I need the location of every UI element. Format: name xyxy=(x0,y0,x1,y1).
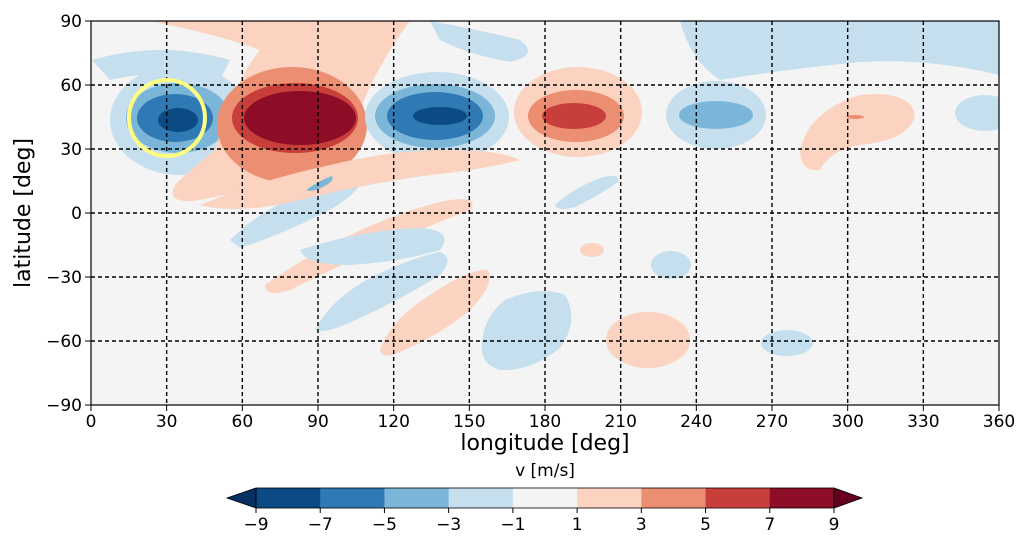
contour-band-neg1 xyxy=(680,21,999,80)
contour-trough2-neg7 xyxy=(413,107,467,125)
x-tick-label: 120 xyxy=(377,412,409,432)
x-tick-label: 270 xyxy=(756,412,788,432)
contour-ridge3-pos3 xyxy=(846,115,864,119)
x-tick-label: 0 xyxy=(86,412,97,432)
colorbar-swatch xyxy=(705,488,771,508)
contour-band-neg1 xyxy=(300,228,445,265)
x-tick-label: 60 xyxy=(232,412,254,432)
y-tick-label: 90 xyxy=(60,12,82,32)
colorbar-tick-label: 7 xyxy=(764,515,775,535)
contour-trough1-neg1 xyxy=(92,50,230,80)
contour-band-neg1 xyxy=(955,95,999,131)
x-axis-ticks: 0 30 60 90 120 150 180 210 240 270 300 330 360 xyxy=(86,405,1015,432)
y-tick-label: 30 xyxy=(60,140,82,160)
highlight-circle xyxy=(127,78,207,158)
colorbar-tick-label: 3 xyxy=(636,515,647,535)
contour-trough-neg3 xyxy=(306,176,333,191)
contour-ridge3-pos1 xyxy=(800,94,915,171)
x-axis-label: longitude [deg] xyxy=(460,431,629,456)
colorbar-tick-label: −7 xyxy=(308,515,333,535)
colorbar-tick-label: −5 xyxy=(372,515,397,535)
grid-lines xyxy=(91,21,999,405)
contour-trough3-neg3 xyxy=(679,101,753,129)
contour-band-neg1 xyxy=(761,330,813,356)
x-tick-label: 240 xyxy=(680,412,712,432)
colorbar-swatch xyxy=(577,488,642,508)
colorbar-tick-label: −3 xyxy=(436,515,461,535)
colorbar-swatch xyxy=(512,488,578,508)
x-tick-label: 360 xyxy=(983,412,1015,432)
colorbar-tick-label: 1 xyxy=(572,515,583,535)
contour-ridge1-pos7 xyxy=(244,91,356,145)
contour-fills xyxy=(92,21,999,371)
colorbar-label: v [m/s] xyxy=(515,461,575,481)
contour-band-neg1 xyxy=(230,183,360,248)
y-tick-label: 0 xyxy=(71,204,82,224)
contour-band-pos1 xyxy=(580,243,604,257)
colorbar-swatch xyxy=(384,488,450,508)
colorbar-over-arrow xyxy=(833,487,864,509)
contour-band-pos1 xyxy=(606,312,690,368)
colorbar-swatch xyxy=(448,488,514,508)
y-tick-label: −30 xyxy=(46,268,82,288)
x-tick-label: 180 xyxy=(529,412,561,432)
colorbar-tick-label: 5 xyxy=(700,515,711,535)
contour-band-neg1 xyxy=(651,251,691,279)
contour-band-neg1 xyxy=(481,291,572,371)
colorbar-frame xyxy=(255,487,835,509)
colorbar-swatch xyxy=(769,488,835,508)
x-tick-label: 330 xyxy=(907,412,939,432)
colorbar-swatch xyxy=(256,488,321,508)
contour-band-neg1 xyxy=(555,175,619,210)
x-tick-label: 210 xyxy=(604,412,636,432)
y-tick-label: −90 xyxy=(46,396,82,416)
contour-ridge2-pos5 xyxy=(542,103,606,129)
contour-band-neg1 xyxy=(430,21,528,62)
colorbar-under-arrow xyxy=(225,487,257,509)
colorbar-tick-label: −1 xyxy=(500,515,525,535)
y-axis-ticks: −90 −60 −30 0 30 60 90 xyxy=(46,12,91,416)
y-tick-label: 60 xyxy=(60,76,82,96)
colorbar-tick-label: 9 xyxy=(829,515,840,535)
contour-band-pos1 xyxy=(200,150,520,209)
x-tick-label: 300 xyxy=(831,412,863,432)
colorbar-swatch xyxy=(320,488,385,508)
y-tick-label: −60 xyxy=(46,332,82,352)
colorbar-swatch xyxy=(641,488,707,508)
x-tick-label: 150 xyxy=(453,412,485,432)
colorbar: −9 −7 −5 −3 −1 1 3 5 7 9 xyxy=(225,487,864,535)
contour-band-pos1 xyxy=(380,269,490,356)
colorbar-tick-label: −9 xyxy=(243,515,268,535)
contour-trough1-neg7 xyxy=(158,108,198,132)
x-tick-label: 30 xyxy=(156,412,178,432)
y-axis-label: latitude [deg] xyxy=(11,138,36,288)
contour-band-neg1 xyxy=(315,252,448,332)
x-tick-label: 90 xyxy=(307,412,329,432)
